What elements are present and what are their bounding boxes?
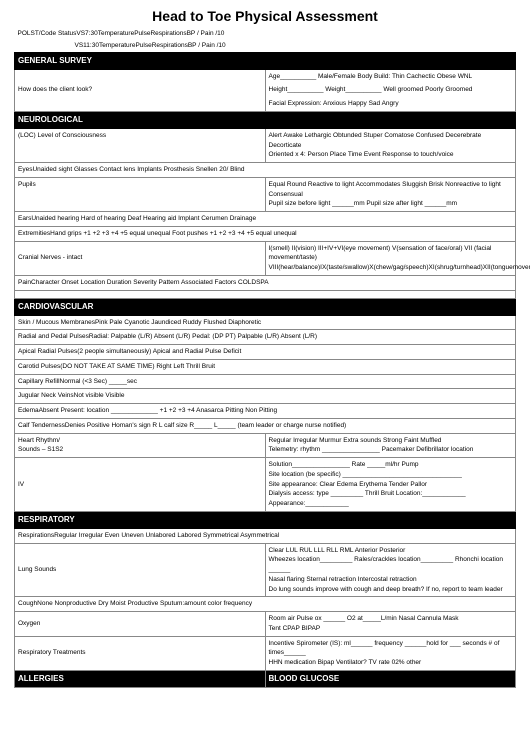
general-label: How does the client look? xyxy=(15,69,266,111)
heart-label: Heart Rhythm/ Sounds – S1S2 xyxy=(15,433,266,458)
section-cardio: CARDIOVASCULAR xyxy=(15,298,516,315)
section-glucose: BLOOD GLUCOSE xyxy=(265,670,516,687)
oxygen-content: Room air Pulse ox ______ O2 at_____L/min… xyxy=(265,612,516,637)
cranial-label: Cranial Nerves - intact xyxy=(15,241,266,275)
jugular-row: Jugular Neck VeinsNot visible Visible xyxy=(15,389,516,404)
section-resp: RESPIRATORY xyxy=(15,511,516,528)
section-general: GENERAL SURVEY xyxy=(15,52,516,69)
heart-content: Regular Irregular Murmur Extra sounds St… xyxy=(265,433,516,458)
vs-line-1: POLST/Code StatusVS7:30TemperaturePulseR… xyxy=(15,28,516,40)
lung-label: Lung Sounds xyxy=(15,543,266,597)
resptx-label: Respiratory Treatments xyxy=(15,636,266,670)
caprefill-row: Capillary RefillNormal (<3 Sec) _____sec xyxy=(15,374,516,389)
extremities-row: ExtremitiesHand grips +1 +2 +3 +4 +5 equ… xyxy=(15,226,516,241)
page-title: Head to Toe Physical Assessment xyxy=(14,8,516,24)
vitals-table: POLST/Code StatusVS7:30TemperaturePulseR… xyxy=(14,28,516,688)
cough-row: CoughNone Nonproductive Dry Moist Produc… xyxy=(15,597,516,612)
loc-label: (LOC) Level of Consciousness xyxy=(15,128,266,162)
ears-row: EarsUnaided hearing Hard of hearing Deaf… xyxy=(15,212,516,227)
eyes-row: EyesUnaided sight Glasses Contact lens I… xyxy=(15,163,516,178)
respirations-row: RespirationsRegular Irregular Even Uneve… xyxy=(15,528,516,543)
cranial-content: I(smell) II(vision) III+IV+VI(eye moveme… xyxy=(265,241,516,275)
radial-row: Radial and Pedal PulsesRadial: Palpable … xyxy=(15,330,516,345)
spacer xyxy=(15,290,516,298)
section-allergies: ALLERGIES xyxy=(15,670,266,687)
carotid-row: Carotid Pulses(DO NOT TAKE AT SAME TIME)… xyxy=(15,359,516,374)
iv-content: Solution________________ Rate _____ml/hr… xyxy=(265,458,516,512)
vs-line-2: VS11:30TemperaturePulseRespirationsBP / … xyxy=(15,40,516,52)
skin-row: Skin / Mucous MembranesPink Pale Cyanoti… xyxy=(15,315,516,330)
calf-row: Calf TendernessDenies Positive Homan's s… xyxy=(15,418,516,433)
lung-content: Clear LUL RUL LLL RLL RML Anterior Poste… xyxy=(265,543,516,597)
oxygen-label: Oxygen xyxy=(15,612,266,637)
resptx-content: Incentive Spirometer (IS): ml______ freq… xyxy=(265,636,516,670)
pupils-content: Equal Round Reactive to light Accommodat… xyxy=(265,177,516,211)
loc-content: Alert Awake Lethargic Obtunded Stuper Co… xyxy=(265,128,516,162)
iv-label: IV xyxy=(15,458,266,512)
edema-row: EdemaAbsent Present: location __________… xyxy=(15,404,516,419)
pain-row: PainCharacter Onset Location Duration Se… xyxy=(15,275,516,290)
apical-row: Apical Radial Pulses(2 people simultaneo… xyxy=(15,345,516,360)
general-content: Age__________ Male/Female Body Build: Th… xyxy=(265,69,516,111)
section-neuro: NEUROLOGICAL xyxy=(15,111,516,128)
assessment-form: Head to Toe Physical Assessment POLST/Co… xyxy=(0,0,530,749)
pupils-label: Pupils xyxy=(15,177,266,211)
